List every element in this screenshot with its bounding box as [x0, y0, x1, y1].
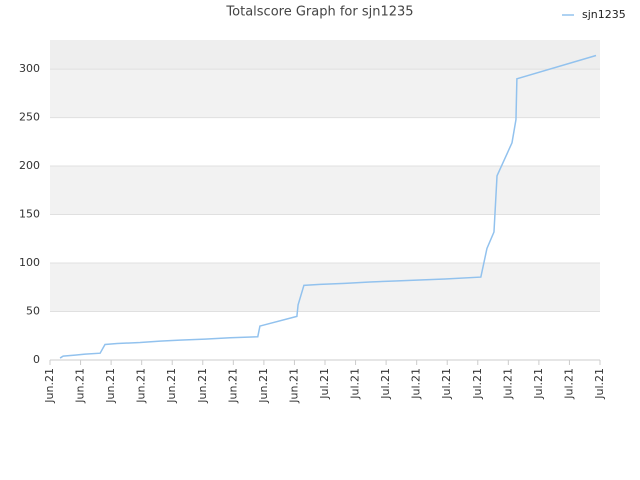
y-tick-label: 0 [33, 353, 40, 366]
y-tick-label: 150 [19, 208, 40, 221]
x-tick-label: Jul.21 [471, 368, 484, 400]
x-tick-label: Jul.21 [501, 368, 514, 400]
line [59, 54, 597, 359]
x-tick-label: Jun.21 [104, 368, 117, 404]
grid-band [50, 263, 600, 312]
y-tick-label: 50 [26, 305, 40, 318]
x-tick-label: Jul.21 [410, 368, 423, 400]
x-tick-label: Jun.21 [226, 368, 239, 404]
x-tick-label: Jul.21 [349, 368, 362, 400]
x-tick-label: Jul.21 [440, 368, 453, 400]
x-tick-label: Jun.21 [196, 368, 209, 404]
x-tick-label: Jul.21 [532, 368, 545, 400]
grid-band [50, 166, 600, 215]
grid-band [50, 117, 600, 167]
x-tick-label: Jul.21 [593, 368, 606, 400]
x-tick-label: Jun.21 [165, 368, 178, 404]
x-tick-label: Jul.21 [562, 368, 575, 400]
y-tick-label: 100 [19, 256, 40, 269]
x-tick-label: Jun.21 [257, 368, 270, 404]
grid-band [50, 311, 600, 360]
legend-label: sjn1235 [582, 8, 626, 21]
grid-band [50, 214, 600, 264]
x-tick-label: Jun.21 [43, 368, 56, 404]
y-tick-label: 200 [19, 159, 40, 172]
x-tick-label: Jul.21 [379, 368, 392, 400]
x-tick-label: Jul.21 [318, 368, 331, 400]
y-tick-label: 250 [19, 111, 40, 124]
x-tick-label: Jun.21 [135, 368, 148, 404]
chart-title: Totalscore Graph for sjn1235 [225, 5, 413, 20]
y-tick-label: 300 [19, 62, 40, 75]
grid-band [50, 69, 600, 118]
x-tick-label: Jun.21 [74, 368, 87, 404]
x-tick-label: Jun.21 [287, 368, 300, 404]
